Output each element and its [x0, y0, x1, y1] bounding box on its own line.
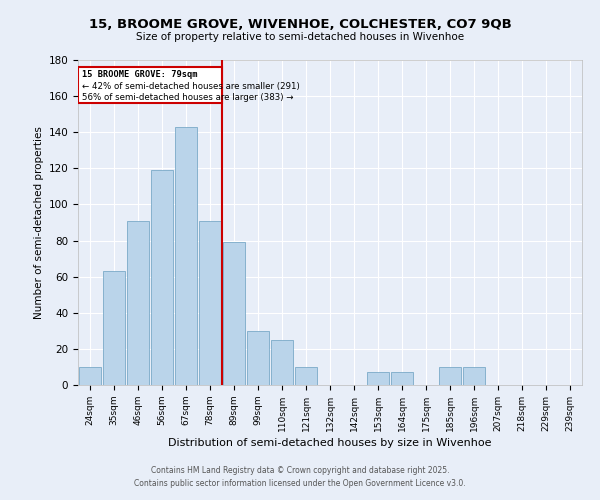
- FancyBboxPatch shape: [78, 67, 222, 104]
- Text: 15 BROOME GROVE: 79sqm: 15 BROOME GROVE: 79sqm: [82, 70, 197, 79]
- Bar: [439, 367, 461, 385]
- Text: Size of property relative to semi-detached houses in Wivenhoe: Size of property relative to semi-detach…: [136, 32, 464, 42]
- Bar: [175, 127, 197, 385]
- Bar: [247, 331, 269, 385]
- Bar: [103, 271, 125, 385]
- Bar: [199, 220, 221, 385]
- Bar: [295, 367, 317, 385]
- Bar: [151, 170, 173, 385]
- Text: 56% of semi-detached houses are larger (383) →: 56% of semi-detached houses are larger (…: [82, 94, 293, 102]
- Text: Contains HM Land Registry data © Crown copyright and database right 2025.
Contai: Contains HM Land Registry data © Crown c…: [134, 466, 466, 487]
- Y-axis label: Number of semi-detached properties: Number of semi-detached properties: [34, 126, 44, 319]
- Bar: [127, 220, 149, 385]
- Text: 15, BROOME GROVE, WIVENHOE, COLCHESTER, CO7 9QB: 15, BROOME GROVE, WIVENHOE, COLCHESTER, …: [89, 18, 511, 30]
- Text: ← 42% of semi-detached houses are smaller (291): ← 42% of semi-detached houses are smalle…: [82, 82, 299, 90]
- Bar: [271, 340, 293, 385]
- Bar: [79, 367, 101, 385]
- Bar: [391, 372, 413, 385]
- Bar: [367, 372, 389, 385]
- X-axis label: Distribution of semi-detached houses by size in Wivenhoe: Distribution of semi-detached houses by …: [168, 438, 492, 448]
- Bar: [463, 367, 485, 385]
- Bar: [223, 242, 245, 385]
